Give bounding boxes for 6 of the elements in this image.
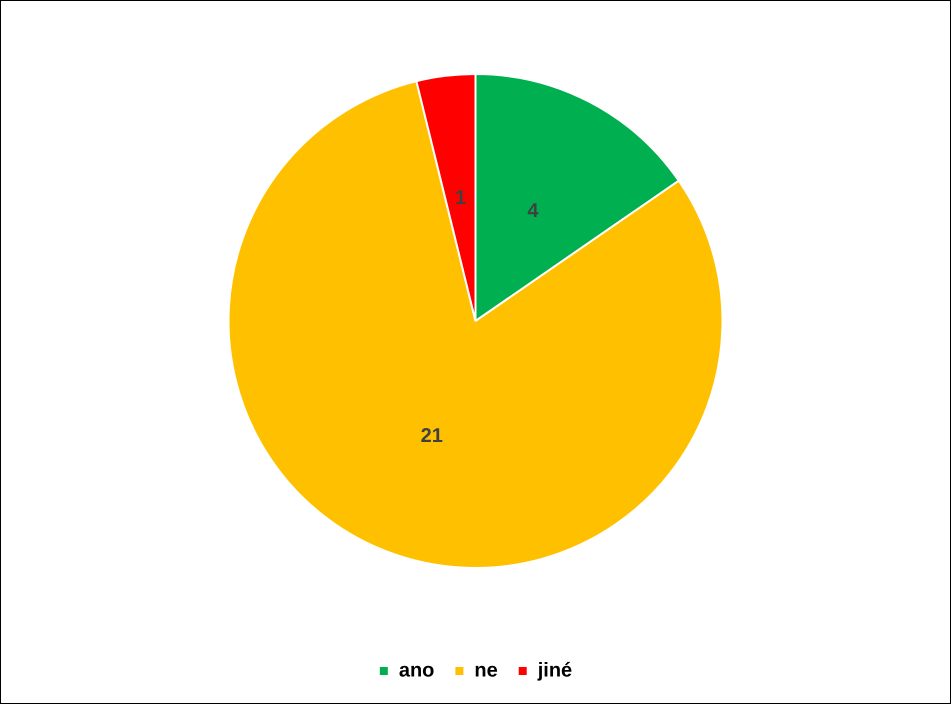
legend-label: jiné [536,660,572,682]
data-label: 21 [420,424,443,447]
legend-label: ano [398,660,434,682]
legend-label: ne [474,660,498,682]
data-label: 4 [527,200,540,222]
data-label: 1 [455,186,466,209]
